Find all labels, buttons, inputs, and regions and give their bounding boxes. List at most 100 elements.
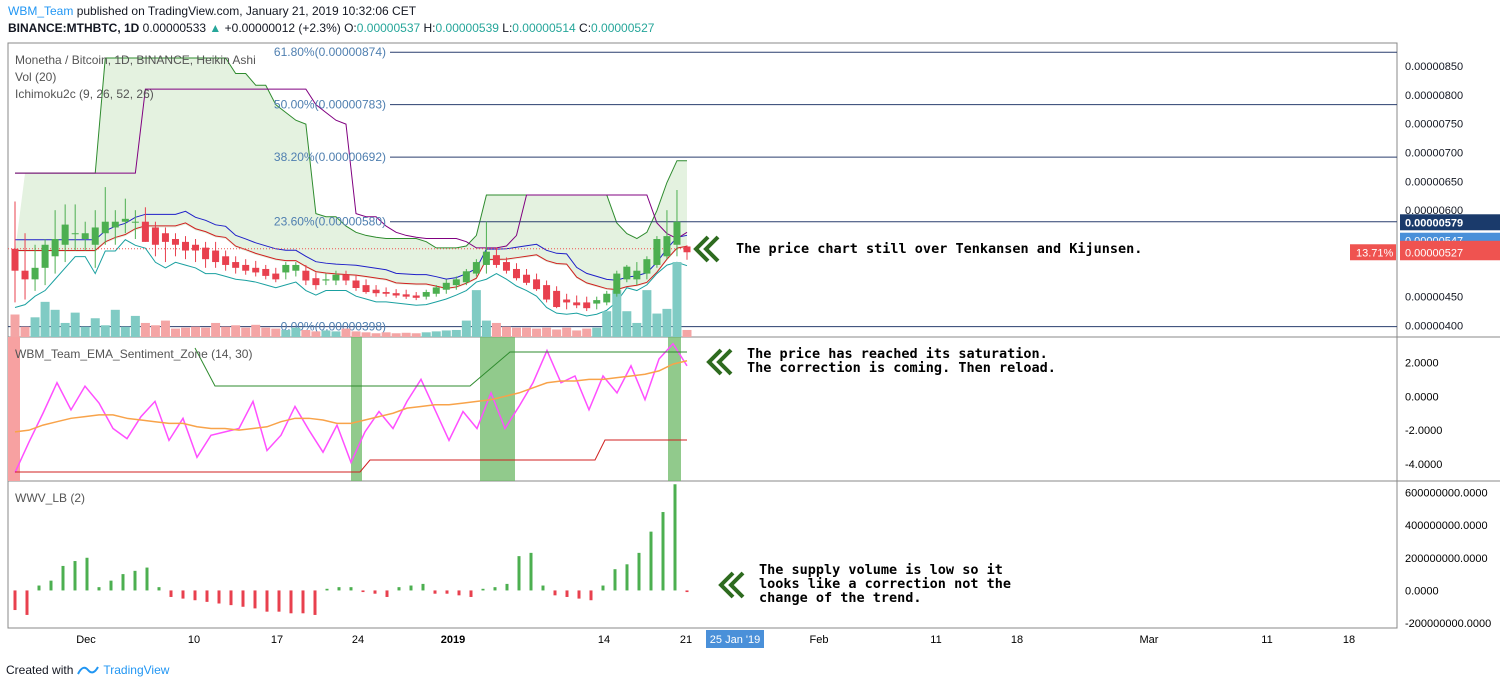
candle-body — [91, 227, 99, 245]
volume-bar — [421, 332, 431, 337]
volume-bar — [411, 333, 421, 337]
symbol-label[interactable]: BINANCE:MTHBTC, 1D — [8, 21, 140, 35]
tradingview-logo-icon — [77, 666, 100, 675]
double-chevron-left-icon — [706, 348, 733, 376]
volume-bar — [301, 329, 311, 337]
tradingview-brand[interactable]: TradingView — [103, 663, 170, 677]
footer: Created with TradingView — [6, 663, 169, 677]
wwv-tick-label: 200000000.0000 — [1405, 553, 1488, 565]
wwv-bar — [361, 590, 365, 593]
volume-bar — [471, 290, 481, 337]
volume-bar — [311, 331, 321, 337]
wwv-bar — [73, 561, 77, 591]
volume-bar — [201, 327, 211, 337]
candle-body — [292, 264, 300, 271]
candle-body — [673, 221, 681, 245]
volume-bar — [552, 329, 562, 337]
volume-bar — [351, 331, 361, 337]
wwv-bar — [493, 587, 497, 591]
wwv-bar — [637, 552, 641, 591]
chevron-line — [728, 571, 745, 599]
wwv-bar — [181, 590, 185, 599]
candle-body — [182, 241, 190, 251]
wwv-bar — [169, 590, 173, 597]
volume-bar — [562, 327, 572, 337]
wwv-bar — [445, 590, 449, 594]
volume-bar — [110, 309, 120, 337]
candle-body — [412, 295, 420, 298]
wwv-tick-label: 600000000.0000 — [1405, 487, 1488, 499]
volume-bar — [341, 328, 351, 337]
volume-bar — [10, 314, 20, 337]
volume-bar — [672, 262, 682, 337]
wwv-bar — [517, 556, 521, 591]
wwv-bar — [625, 564, 629, 591]
tenkan-line — [15, 222, 688, 291]
wwv-bar — [541, 585, 545, 591]
candle-body — [232, 262, 240, 268]
volume-bar — [80, 326, 90, 337]
wwv-bar — [649, 531, 653, 591]
wwv-bar — [421, 583, 425, 591]
volume-bar — [572, 330, 582, 337]
candle-body — [302, 270, 310, 281]
close-value: 0.00000527 — [591, 21, 655, 35]
volume-bar — [511, 327, 521, 337]
candle-body — [653, 239, 661, 265]
volume-bar — [431, 331, 441, 337]
volume-bar — [662, 308, 672, 337]
wwv-bar — [505, 583, 509, 591]
zone-upper-line — [194, 347, 687, 387]
pct-label: 13.71% — [1356, 247, 1394, 259]
candle-body — [131, 221, 139, 223]
wwv-bar — [349, 587, 353, 591]
time-tick-label: 21 — [680, 634, 692, 646]
candle-body — [212, 250, 220, 263]
high-value: 0.00000539 — [435, 21, 499, 35]
ema-tick-label: -2.0000 — [1405, 425, 1442, 437]
wwv-bar — [301, 590, 305, 614]
candle-body — [683, 246, 691, 253]
wwv-bar — [685, 590, 689, 593]
volume-bar — [331, 331, 341, 337]
price-label-bg — [1400, 244, 1500, 261]
candle-body — [462, 271, 470, 283]
ema-tick-label: 0.0000 — [1405, 391, 1439, 403]
wwv-bar — [121, 574, 125, 591]
price-tick-label: 0.00000700 — [1405, 148, 1463, 160]
author-link[interactable]: WBM_Team — [8, 4, 74, 18]
zone-green — [668, 337, 681, 481]
volume-bar — [211, 322, 221, 337]
candle-body — [242, 264, 250, 271]
low-value: 0.00000514 — [512, 21, 576, 35]
fib-retracement: 61.80%(0.00000874) 50.00%(0.00000783) 38.2… — [8, 45, 1397, 334]
wwv-bar — [457, 590, 461, 596]
zone-red — [8, 337, 20, 481]
wwv-bar — [373, 590, 377, 594]
volume-bar — [170, 328, 180, 337]
wwv-bar — [577, 590, 581, 599]
change-arrow-icon: ▲ — [209, 21, 222, 35]
volume-bar — [602, 311, 612, 337]
chikou-line — [14, 239, 688, 317]
time-tick-label: 10 — [188, 634, 200, 646]
price-tick-label: 0.00000850 — [1405, 61, 1463, 73]
candle-body — [11, 248, 19, 271]
volume-bar — [281, 329, 291, 337]
vol-legend: Vol (20) — [15, 70, 56, 84]
wwv-bar — [61, 565, 65, 591]
price-tick-label: 0.00000450 — [1405, 292, 1463, 304]
wwv-bar — [277, 590, 281, 612]
candle-body — [51, 239, 59, 257]
volume-bar — [371, 333, 381, 337]
volume-bar — [20, 326, 30, 337]
wwv-bar — [265, 590, 269, 612]
wwv-bar — [109, 580, 113, 591]
wwv-bar — [37, 585, 41, 591]
candle-body — [81, 233, 89, 239]
candle-body — [442, 282, 450, 290]
volume-bar — [140, 322, 150, 337]
candle-body — [663, 236, 671, 257]
candle-body — [482, 251, 490, 265]
